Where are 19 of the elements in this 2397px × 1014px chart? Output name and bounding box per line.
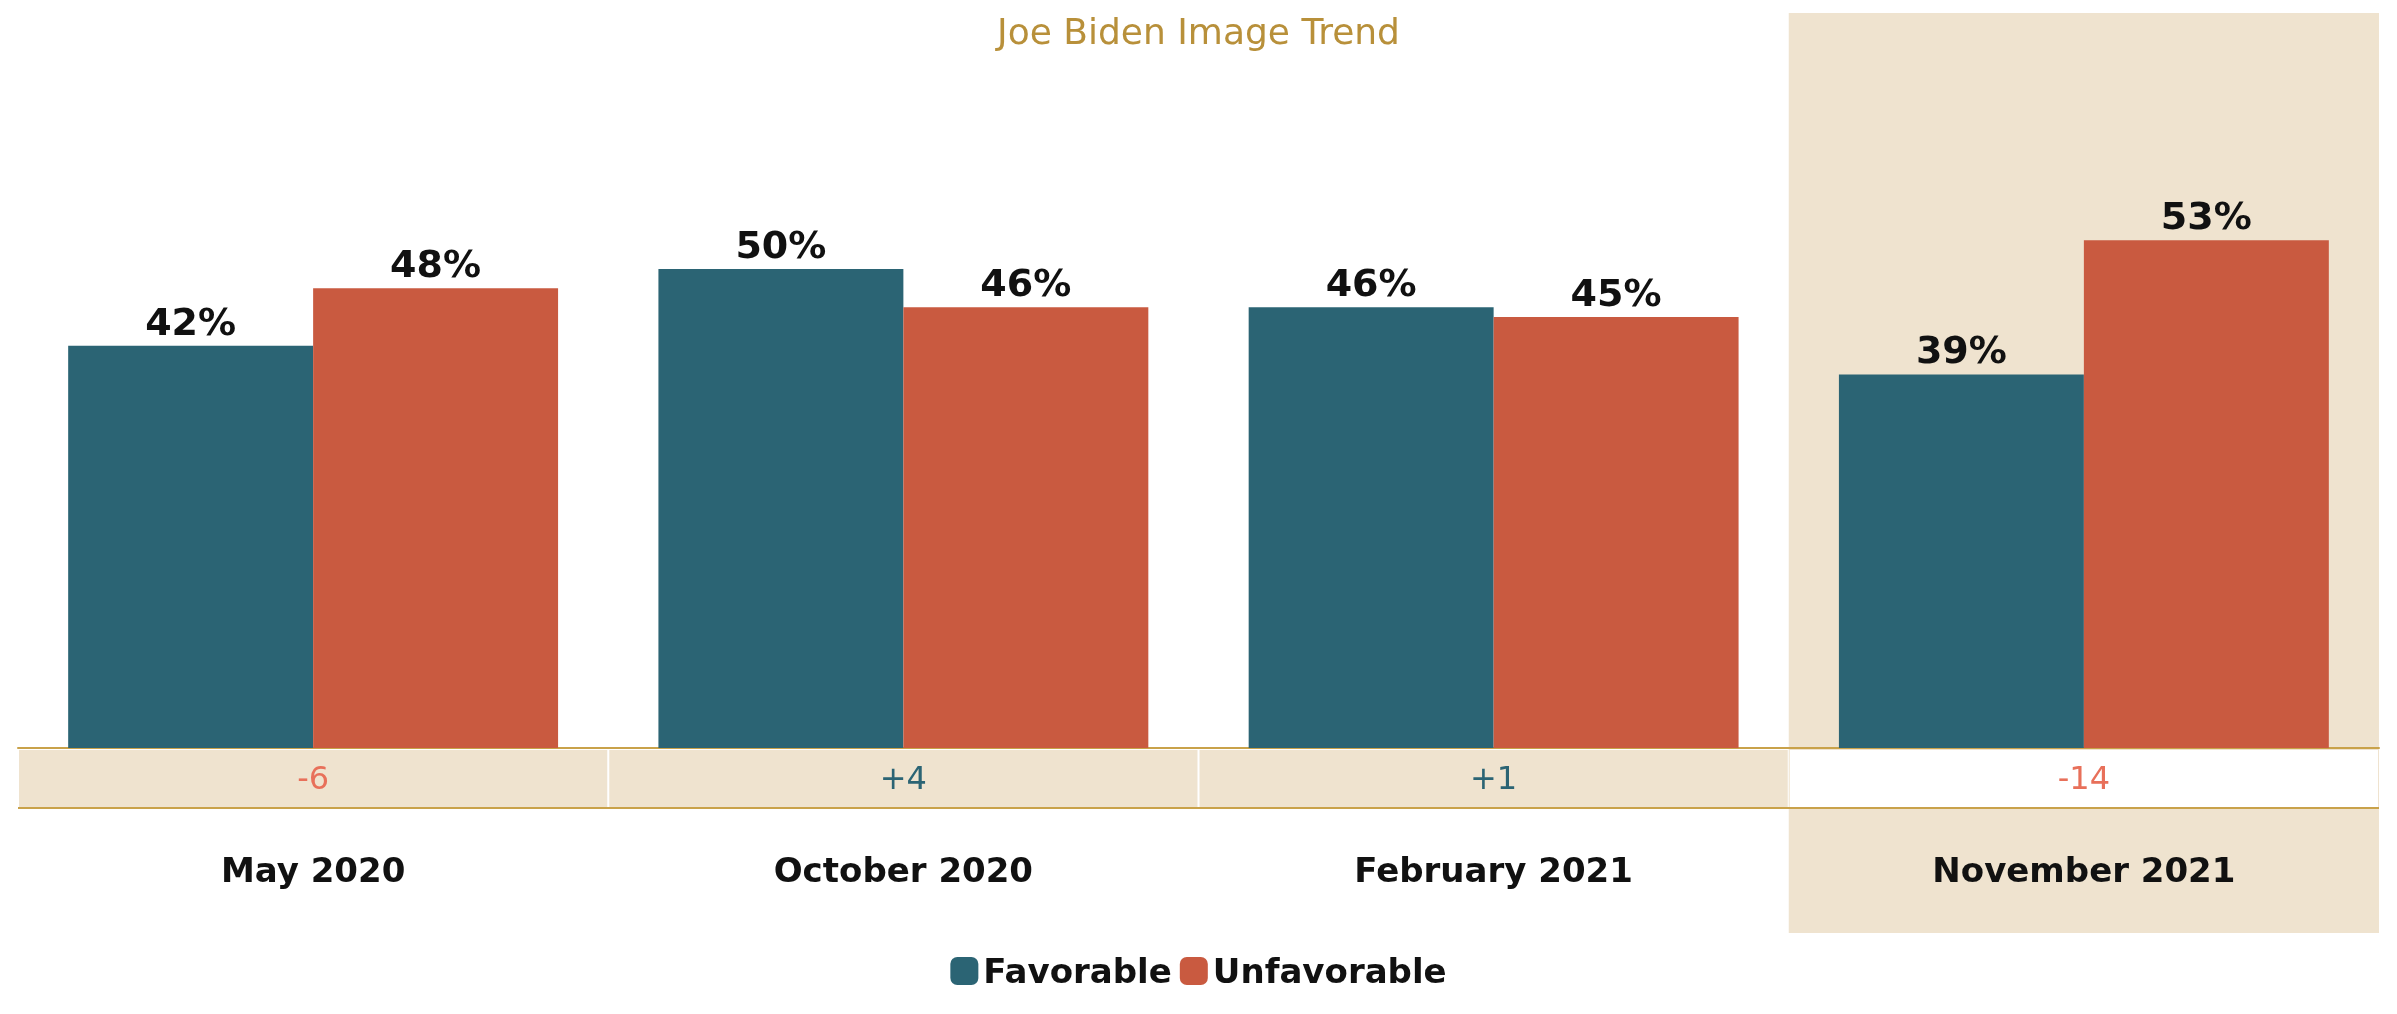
text: -14 [2057, 759, 2111, 797]
legend-label: Favorable [983, 951, 1172, 991]
legend-label: Unfavorable [1212, 951, 1447, 991]
x-tick-label: November 2021 [1932, 850, 2236, 890]
text: +1 [1470, 759, 1518, 797]
data-label: 46% [980, 261, 1072, 306]
data-label: 50% [735, 223, 827, 268]
text: -6 [297, 759, 330, 797]
data-label: 39% [1915, 328, 2007, 373]
chart-title: Joe Biden Image Trend [995, 10, 1400, 52]
text: +4 [879, 759, 927, 797]
x-tick-label: February 2021 [1354, 850, 1633, 890]
data-label: 42% [145, 299, 237, 344]
x-tick-label: May 2020 [220, 850, 406, 890]
data-label: 46% [1325, 261, 1417, 306]
data-label: 45% [1570, 270, 1662, 315]
data-label: 53% [2160, 194, 2252, 239]
x-tick-label: October 2020 [773, 850, 1034, 890]
data-label: 48% [390, 242, 482, 287]
